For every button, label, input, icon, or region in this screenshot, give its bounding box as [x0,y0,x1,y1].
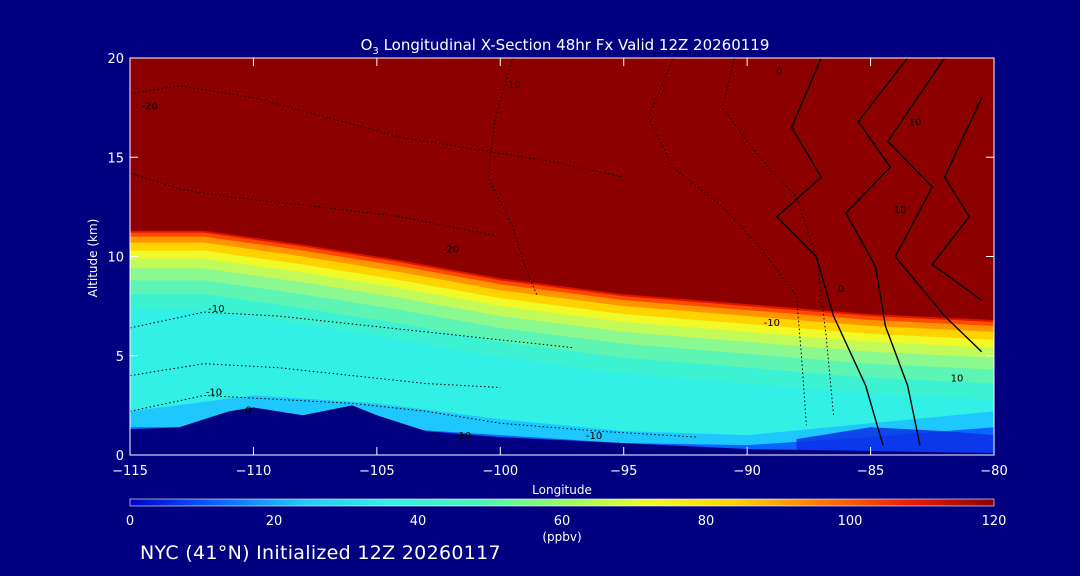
x-tick-label: −100 [482,464,518,479]
x-axis: −115 −110 −105 −100 −95 −90 −85 −80 [112,58,1008,479]
contour-label: -20 [142,102,158,113]
contour-line [845,58,921,446]
y-tick-label: 5 [116,350,124,365]
contour-line [886,58,983,353]
contour-label: -10 [764,318,780,329]
colorbar-ticks: 0 20 40 60 80 100 120 [126,514,1007,529]
x-tick-label: −90 [733,464,760,479]
colorbar-unit: (ppbv) [542,530,581,544]
plot-area: -20 -10 -10 -20 -10 0 -10 -10 -10 0 10 10 10 0 [130,58,994,455]
colorbar-tick-label: 40 [410,514,427,529]
contour-line [775,58,884,446]
terrain [130,405,994,455]
contour-line [647,58,807,426]
contour-label: 10 [909,117,922,128]
x-tick-label: −110 [236,464,272,479]
colorbar-tick-label: 60 [554,514,571,529]
colorbar-tick-label: 120 [982,514,1007,529]
x-axis-label: Longitude [532,483,592,497]
contour-label: 0 [776,66,782,77]
y-tick-label: 15 [107,151,124,166]
colorbar-tick-label: 0 [126,514,134,529]
contour-label: -10 [208,304,224,315]
footer-text: NYC (41°N) Initialized 12Z 20260117 [140,542,501,564]
contour-label: 10 [951,374,964,385]
y-tick-label: 20 [107,52,124,67]
contour-label: -10 [206,387,222,398]
contour-label: 0 [838,284,844,295]
y-tick-label: 0 [116,449,124,464]
x-tick-label: −80 [980,464,1007,479]
y-axis: 0 5 10 15 20 [107,52,994,464]
contour-label: -10 [455,431,471,442]
contour-line [130,311,575,349]
x-tick-label: −105 [359,464,395,479]
contour-label: -10 [586,431,602,442]
contour-label: 10 [894,205,907,216]
contour-line [931,97,983,301]
colorbar-tick-label: 80 [698,514,715,529]
y-tick-label: 10 [107,251,124,266]
ozone-field-stratosphere [130,58,994,321]
contour-label: 0 [245,405,251,416]
contour-line [487,58,538,297]
ozone-field-east-lowlevel [796,427,994,455]
contour-line [130,172,501,238]
colorbar-tick-label: 20 [266,514,283,529]
x-tick-label: −85 [857,464,884,479]
contour-lines [130,58,983,446]
x-tick-label: −115 [112,464,148,479]
colorbar [129,498,995,507]
contour-line [130,394,698,438]
colorbar-tick-label: 100 [838,514,863,529]
contour-labels: -20 -10 -10 -20 -10 0 -10 -10 -10 0 10 10 10 0 [142,66,964,442]
chart-title: O3 Longitudinal X-Section 48hr Fx Valid … [361,36,770,57]
contour-label: -10 [504,80,520,91]
contour-line [130,85,624,178]
y-axis-label: Altitude (km) [86,219,100,298]
contour-label: -20 [443,245,459,256]
x-tick-label: −95 [610,464,637,479]
